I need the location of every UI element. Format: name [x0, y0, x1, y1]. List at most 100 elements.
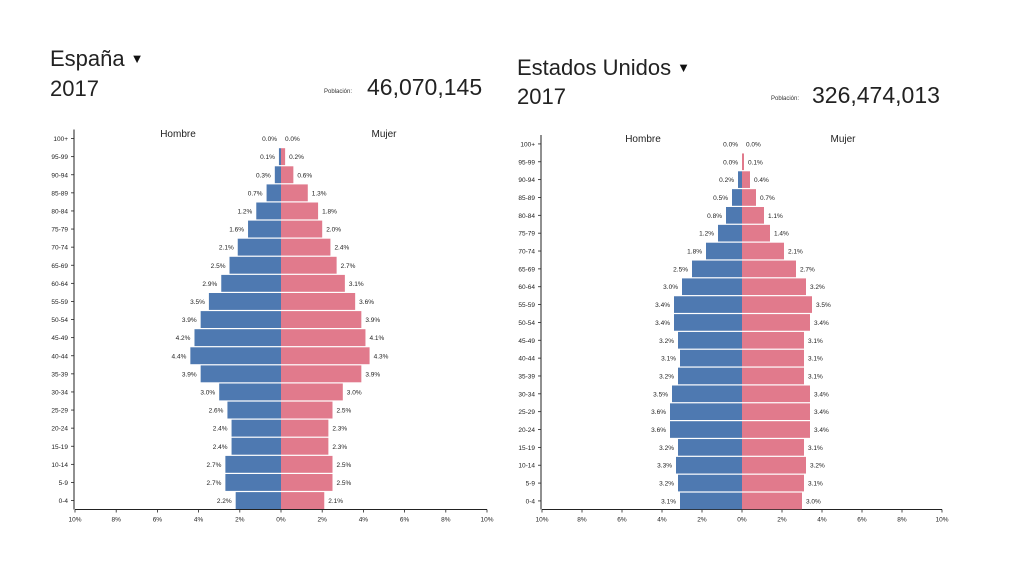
- y-tick-label: 55-59: [51, 299, 68, 306]
- y-tick-label: 15-19: [51, 444, 68, 451]
- y-tick-label: 85-89: [51, 190, 68, 197]
- data-label-hombre: 0.2%: [719, 177, 734, 184]
- bar-hombre: [256, 202, 281, 220]
- data-label-mujer: 2.4%: [334, 245, 349, 252]
- x-tick-label: 6%: [617, 517, 627, 524]
- data-label-hombre: 3.4%: [655, 320, 670, 327]
- y-tick-label: 35-39: [51, 371, 68, 378]
- bar-mujer: [281, 365, 362, 383]
- data-label-hombre: 3.5%: [653, 391, 668, 398]
- data-label-hombre: 3.2%: [659, 481, 674, 488]
- data-label-mujer: 3.4%: [814, 320, 829, 327]
- series-label-hombre: Hombre: [160, 129, 196, 140]
- y-tick-label: 95-99: [51, 154, 68, 161]
- data-label-mujer: 2.1%: [328, 498, 343, 505]
- bar-mujer: [281, 437, 329, 455]
- population-label: Población:: [324, 89, 353, 95]
- y-tick-label: 0-4: [59, 498, 69, 505]
- bar-mujer: [742, 242, 784, 260]
- bar-hombre: [231, 437, 281, 455]
- bar-mujer: [742, 474, 804, 492]
- data-label-mujer: 3.9%: [365, 371, 380, 378]
- y-tick-label: 90-94: [518, 177, 535, 184]
- data-label-mujer: 3.4%: [814, 391, 829, 398]
- bar-mujer: [742, 421, 810, 438]
- bar-hombre: [718, 224, 742, 242]
- bar-mujer: [742, 314, 810, 331]
- data-label-mujer: 3.6%: [359, 299, 374, 306]
- y-tick-label: 20-24: [51, 426, 68, 433]
- bar-mujer: [281, 401, 333, 419]
- x-tick-label: 0%: [276, 517, 286, 524]
- year-label: 2017: [517, 84, 566, 109]
- bar-mujer: [281, 148, 286, 166]
- country-selector[interactable]: España ▼: [50, 46, 144, 72]
- data-label-hombre: 1.2%: [699, 231, 714, 238]
- data-label-mujer: 0.2%: [289, 154, 304, 161]
- bar-mujer: [281, 256, 337, 274]
- data-label-hombre: 0.0%: [723, 159, 738, 166]
- x-tick-label: 10%: [935, 517, 948, 524]
- y-tick-label: 25-29: [518, 409, 535, 416]
- bar-mujer: [281, 383, 343, 401]
- data-label-hombre: 0.8%: [707, 213, 722, 220]
- bar-mujer: [742, 403, 810, 420]
- y-tick-label: 90-94: [51, 172, 68, 179]
- bar-mujer: [281, 455, 333, 473]
- bar-hombre: [706, 242, 742, 260]
- data-label-hombre: 3.5%: [190, 299, 205, 306]
- y-tick-label: 80-84: [51, 208, 68, 215]
- data-label-hombre: 2.4%: [213, 426, 228, 433]
- bar-hombre: [227, 401, 281, 419]
- y-tick-label: 40-44: [51, 353, 68, 360]
- bar-mujer: [742, 439, 804, 456]
- y-tick-label: 65-69: [518, 266, 535, 273]
- y-tick-label: 5-9: [59, 480, 69, 487]
- data-label-mujer: 2.7%: [800, 266, 815, 273]
- bar-hombre: [278, 148, 281, 166]
- data-label-hombre: 3.1%: [661, 498, 676, 505]
- y-tick-label: 20-24: [518, 427, 535, 434]
- y-tick-label: 30-34: [51, 389, 68, 396]
- x-tick-label: 8%: [577, 517, 587, 524]
- data-label-hombre: 0.1%: [260, 154, 275, 161]
- y-tick-label: 10-14: [51, 462, 68, 469]
- data-label-mujer: 3.1%: [808, 445, 823, 452]
- data-label-mujer: 2.5%: [337, 408, 352, 415]
- x-tick-label: 2%: [697, 517, 707, 524]
- x-tick-label: 6%: [857, 517, 867, 524]
- data-label-hombre: 2.5%: [211, 263, 226, 270]
- data-label-hombre: 2.5%: [673, 266, 688, 273]
- bar-mujer: [742, 367, 804, 385]
- x-tick-label: 6%: [153, 517, 163, 524]
- bar-mujer: [281, 419, 329, 437]
- data-label-mujer: 0.0%: [285, 136, 300, 143]
- bar-mujer: [742, 349, 804, 367]
- y-tick-label: 60-64: [51, 281, 68, 288]
- bar-hombre: [229, 256, 281, 274]
- bar-mujer: [281, 220, 323, 238]
- bar-hombre: [682, 278, 742, 296]
- x-tick-label: 8%: [441, 517, 451, 524]
- bar-hombre: [190, 347, 281, 365]
- data-label-hombre: 1.2%: [237, 208, 252, 215]
- data-label-hombre: 3.0%: [663, 284, 678, 291]
- bar-hombre: [678, 367, 742, 385]
- data-label-mujer: 0.7%: [760, 195, 775, 202]
- data-label-hombre: 0.0%: [262, 136, 277, 143]
- y-tick-label: 0-4: [526, 498, 536, 505]
- bar-hombre: [672, 385, 742, 403]
- y-tick-label: 65-69: [51, 263, 68, 270]
- y-tick-label: 80-84: [518, 213, 535, 220]
- bar-hombre: [235, 492, 281, 509]
- country-selector[interactable]: Estados Unidos ▼: [517, 55, 690, 81]
- bar-hombre: [200, 311, 281, 328]
- data-label-hombre: 3.0%: [200, 389, 215, 396]
- y-tick-label: 40-44: [518, 356, 535, 363]
- y-tick-label: 50-54: [51, 317, 68, 324]
- data-label-hombre: 3.4%: [655, 302, 670, 309]
- bar-hombre: [221, 274, 281, 292]
- data-label-hombre: 0.7%: [248, 190, 263, 197]
